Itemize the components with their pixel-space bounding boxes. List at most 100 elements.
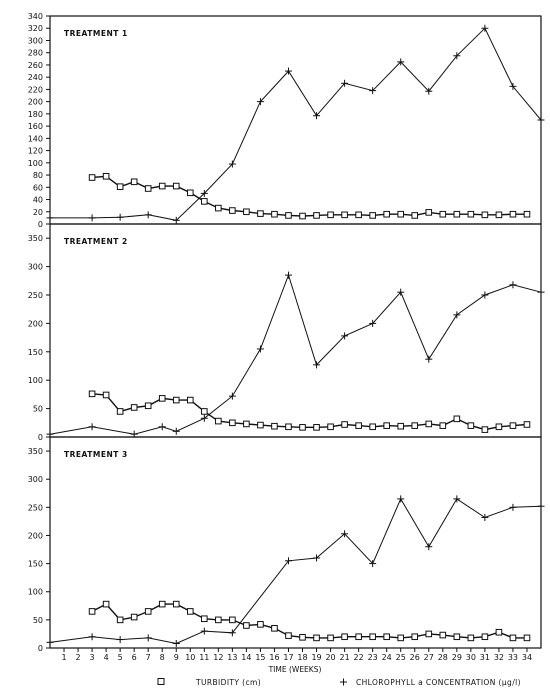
chlorophyll-point [116, 636, 124, 644]
panel-frame [49, 223, 542, 438]
turbidity-line [91, 603, 527, 639]
x-tick-label: 24 [382, 653, 392, 662]
x-tick-label: 17 [283, 653, 293, 662]
chlorophyll-line [50, 27, 542, 221]
turbidity-point [327, 423, 334, 431]
turbidity-point [453, 210, 461, 218]
turbidity-point [523, 210, 531, 218]
x-tick-label: 1 [61, 653, 66, 662]
x-tick-label: 8 [160, 653, 165, 662]
chlorophyll-point [369, 319, 377, 327]
chlorophyll-point [200, 189, 208, 197]
turbidity-point [313, 212, 320, 219]
turbidity-point [229, 616, 236, 624]
turbidity-point [481, 211, 489, 219]
panel-title: TREATMENT 1 [64, 29, 128, 38]
y-tick-label: 200 [28, 319, 43, 328]
chlorophyll-point [341, 332, 349, 340]
turbidity-point [257, 421, 264, 429]
turbidity-point [397, 422, 405, 430]
x-tick-label: 28 [438, 653, 448, 662]
turbidity-point [243, 622, 250, 629]
turbidity-point [271, 625, 278, 632]
chlorophyll-point [509, 281, 517, 289]
turbidity-point [271, 422, 278, 430]
x-tick-label: 10 [185, 653, 195, 662]
x-tick-label: 14 [241, 653, 251, 662]
chlorophyll-point [46, 638, 54, 646]
turbidity-point [439, 631, 447, 639]
chlorophyll-point [200, 414, 208, 422]
chlorophyll-point [256, 98, 264, 106]
y-tick-label: 260 [28, 61, 43, 70]
x-tick-label: 15 [255, 653, 265, 662]
turbidity-point [411, 633, 419, 641]
x-tick-label: 33 [508, 653, 518, 662]
x-tick-label: 12 [213, 653, 223, 662]
x-tick-label: 11 [199, 653, 209, 662]
chlorophyll-point [116, 213, 124, 221]
turbidity-point [383, 422, 390, 429]
turbidity-point [229, 207, 236, 214]
turbidity-point [355, 211, 362, 219]
turbidity-point [369, 423, 376, 431]
x-axis: 1 2 3 4 5 6 7 8 9 10 11 12 13 14 15 16 17 18 19 20 21 22 23 24 2… [61, 648, 532, 674]
x-tick-label: 22 [354, 653, 364, 662]
chlorophyll-point [369, 560, 377, 568]
turbidity-point [439, 422, 447, 429]
turbidity-point [341, 211, 348, 219]
panel-1: 0 20 40 60 80 100 120 140 160 180 200 220 240 260 280 3… [28, 12, 545, 229]
turbidity-point [144, 402, 152, 410]
turbidity-point [495, 628, 503, 636]
turbidity-point [158, 182, 166, 190]
turbidity-point [215, 204, 222, 212]
chlorophyll-point [313, 361, 321, 369]
y-tick-label: 250 [28, 291, 43, 300]
chlorophyll-point [256, 345, 264, 353]
y-tick-label: 250 [28, 503, 43, 512]
y-tick-label: 0 [38, 644, 43, 653]
chlorophyll-point [144, 634, 152, 642]
turbidity-point [201, 198, 208, 205]
chlorophyll-point [453, 495, 461, 503]
turbidity-point [509, 634, 517, 642]
turbidity-line [92, 175, 527, 217]
chlorophyll-point [481, 24, 489, 32]
turbidity-point [215, 417, 222, 425]
x-tick-label: 3 [90, 653, 95, 662]
chlorophyll-point [509, 82, 517, 90]
turbidity-point [130, 178, 138, 186]
turbidity-point [411, 212, 419, 219]
chlorophyll-point [453, 311, 461, 319]
turbidity-point [229, 419, 236, 427]
y-tick-label: 20 [33, 208, 43, 217]
panel-3: 0 50 100 150 200 250 300 350 TREATMENT 3 [28, 436, 545, 653]
chlorophyll-point [46, 214, 54, 222]
chlorophyll-line [49, 273, 542, 435]
turbidity-point [257, 621, 264, 628]
turbidity-point [481, 633, 489, 641]
turbidity-point [397, 210, 405, 218]
turbidity-point [397, 634, 405, 642]
turbidity-point [285, 212, 292, 219]
chlorophyll-point [341, 79, 349, 87]
turbidity-point [186, 396, 194, 404]
chlorophyll-point [425, 87, 433, 95]
chlorophyll-point [200, 627, 208, 635]
y-tick-label: 300 [28, 475, 43, 484]
chlorophyll-point [397, 288, 405, 296]
panel-frame [49, 15, 542, 225]
x-tick-label: 2 [76, 653, 81, 662]
legend-turbidity-label: TURBIDITY (cm) [195, 678, 261, 687]
turbidity-point [130, 613, 138, 621]
x-tick-label: 7 [146, 653, 151, 662]
chlorophyll-point [88, 423, 96, 431]
x-tick-label: 21 [340, 653, 350, 662]
turbidity-point [481, 426, 489, 433]
y-tick-label: 240 [28, 73, 43, 82]
legend: TURBIDITY (cm) CHLOROPHYLL a CONCENTRATI… [157, 678, 521, 687]
turbidity-point [172, 600, 180, 608]
chlorophyll-point [284, 557, 292, 565]
turbidity-point [495, 423, 503, 431]
